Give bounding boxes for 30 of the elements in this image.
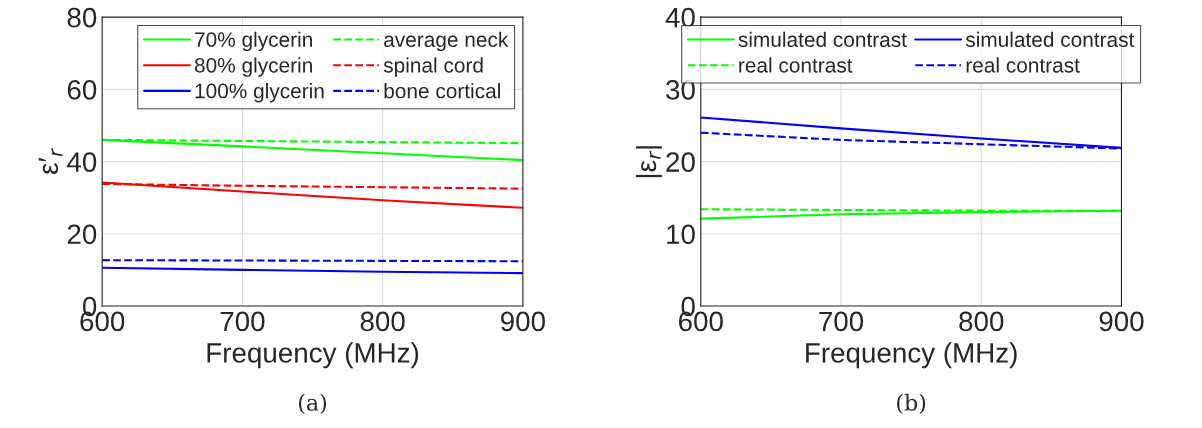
legend-label: simulated contrast bbox=[965, 31, 1135, 48]
x-tick-label: 800 bbox=[360, 311, 405, 332]
x-tick-label: 900 bbox=[1099, 311, 1144, 332]
legend-label: 80% glycerin bbox=[194, 57, 312, 77]
x-tick-label: 800 bbox=[959, 311, 1004, 332]
legend-label: real contrast bbox=[739, 57, 853, 73]
y-tick-label: 30 bbox=[666, 80, 695, 100]
y-tick-label: 20 bbox=[666, 152, 695, 172]
y-tick-label: 40 bbox=[67, 152, 97, 172]
legend-label: bone cortical bbox=[384, 83, 500, 99]
y-tick-label: 40 bbox=[665, 7, 695, 28]
x-axis-title: Frequency (MHz) bbox=[806, 342, 1017, 369]
text: (b) bbox=[897, 393, 926, 414]
legend-label: average neck bbox=[384, 31, 509, 52]
y-axis-title: |ε$_{r}$| bbox=[635, 146, 662, 178]
y-tick-label: 20 bbox=[67, 224, 97, 245]
y-tick-label: 80 bbox=[67, 7, 97, 28]
x-tick-label: 700 bbox=[220, 311, 265, 332]
x-axis-title: Frequency (MHz) bbox=[207, 342, 419, 369]
legend-label: spinal cord bbox=[383, 57, 483, 77]
legend-label: 70% glycerin bbox=[195, 31, 312, 52]
x-tick-label: 900 bbox=[501, 311, 545, 332]
legend-label: 100% glycerin bbox=[195, 83, 324, 103]
y-axis-title: ε′$_{r}$ bbox=[38, 148, 63, 174]
x-tick-label: 700 bbox=[819, 311, 864, 332]
legend-label: real contrast bbox=[966, 57, 1080, 73]
y-tick-label: 60 bbox=[67, 80, 97, 100]
text: (a) bbox=[298, 393, 327, 414]
y-tick-label: 10 bbox=[667, 224, 695, 245]
legend-label: simulated contrast bbox=[738, 31, 907, 48]
